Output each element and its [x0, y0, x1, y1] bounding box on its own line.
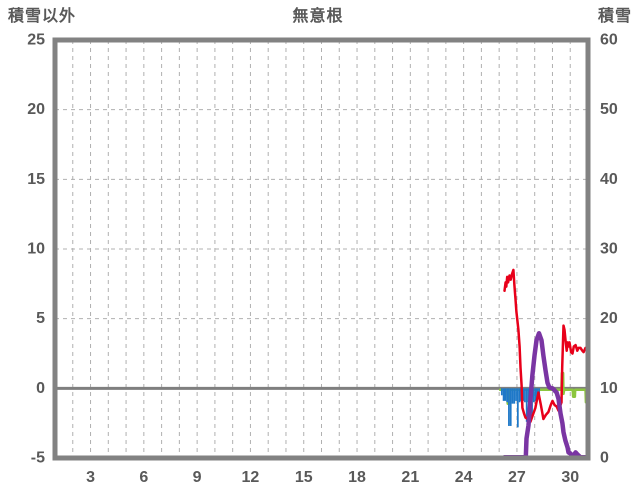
svg-text:20: 20	[27, 101, 45, 118]
svg-text:12: 12	[242, 469, 260, 486]
svg-text:60: 60	[600, 32, 618, 49]
svg-text:18: 18	[348, 469, 366, 486]
svg-text:40: 40	[600, 171, 618, 188]
svg-text:-5: -5	[31, 450, 45, 467]
x-axis-ticks: 3 6 9 12 15 18 21 24 27 30	[86, 469, 579, 486]
svg-text:24: 24	[455, 469, 473, 486]
svg-text:0: 0	[36, 380, 45, 397]
svg-text:15: 15	[295, 469, 313, 486]
right-axis-title: 積雪	[597, 8, 632, 25]
chart-title: 無意根	[292, 8, 344, 25]
svg-text:21: 21	[401, 469, 419, 486]
svg-text:6: 6	[139, 469, 148, 486]
svg-text:30: 30	[561, 469, 579, 486]
left-axis-title: 積雪以外	[8, 8, 77, 25]
svg-text:10: 10	[27, 241, 45, 258]
svg-text:27: 27	[508, 469, 526, 486]
svg-text:25: 25	[27, 32, 45, 49]
svg-text:10: 10	[600, 380, 618, 397]
svg-text:9: 9	[193, 469, 202, 486]
svg-text:3: 3	[86, 469, 95, 486]
svg-text:50: 50	[600, 101, 618, 118]
svg-text:20: 20	[600, 310, 618, 327]
plot-frame	[52, 37, 591, 461]
horizontal-gridlines	[55, 109, 588, 320]
svg-text:5: 5	[36, 310, 45, 327]
svg-text:30: 30	[600, 241, 618, 258]
svg-text:15: 15	[27, 171, 45, 188]
series-red-line	[503, 268, 589, 424]
series-purple-line	[502, 331, 590, 460]
right-axis-ticks: 60 50 40 30 20 10 0	[600, 32, 618, 467]
left-axis-ticks: 25 20 15 10 5 0 -5	[27, 32, 45, 467]
svg-text:0: 0	[600, 450, 609, 467]
